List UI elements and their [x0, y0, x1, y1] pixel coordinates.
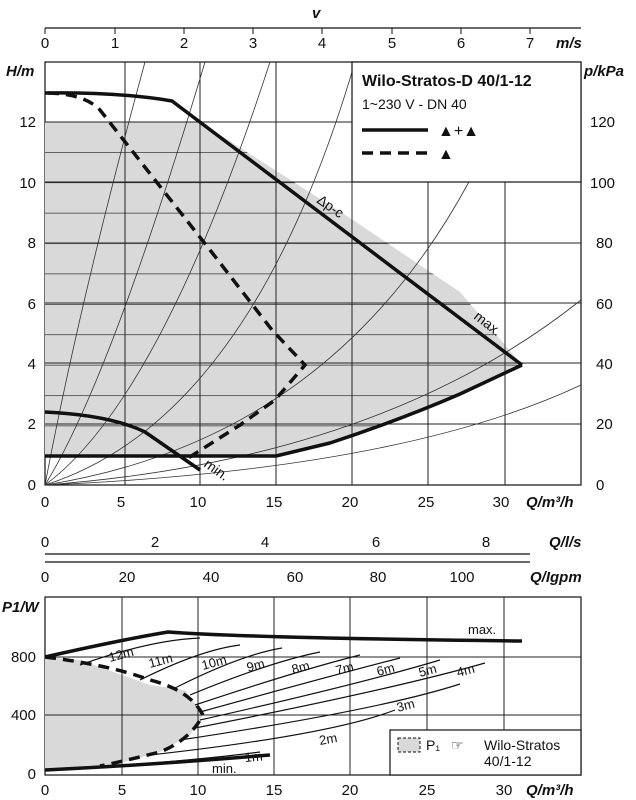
head-label-11m: 11m: [147, 650, 174, 671]
v-tick-4: 4: [318, 35, 326, 52]
velocity-axis-ticks: [44, 28, 531, 34]
v-tick-1: 1: [111, 35, 119, 52]
igpm-tick-100: 100: [449, 569, 474, 586]
max-curve-left: [44, 91, 524, 367]
q-tick-30: 30: [493, 494, 510, 511]
p-tick-40: 40: [596, 356, 613, 373]
pq-tick-20: 20: [342, 782, 359, 799]
top-grid: [45, 62, 581, 485]
pq-tick-25: 25: [419, 782, 436, 799]
operating-area-hatch: [45, 122, 522, 456]
h-tick-4: 4: [28, 356, 36, 373]
h-tick-8: 8: [28, 235, 36, 252]
p-tick-60: 60: [596, 296, 613, 313]
min-curve: [44, 410, 201, 472]
max-curve-lower: [45, 363, 523, 458]
igpm-tick-80: 80: [370, 569, 387, 586]
h-tick-10: 10: [19, 175, 36, 192]
v-axis-label: v: [312, 5, 322, 22]
legend-area-swatch: [397, 737, 421, 753]
v-tick-7: 7: [526, 35, 534, 52]
q-axis-label-bottom: Q/m³/h: [526, 782, 574, 799]
legend-p1: P₁: [426, 737, 440, 753]
ls-tick-4: 4: [261, 534, 269, 551]
h-axis-label: H/m: [6, 63, 34, 80]
igpm-tick-20: 20: [119, 569, 136, 586]
power-legend: P₁ ☞ Wilo-Stratos 40/1-12: [389, 729, 582, 776]
v-tick-0: 0: [41, 35, 49, 52]
p-tick-100: 100: [590, 175, 615, 192]
q-tick-0: 0: [41, 494, 49, 511]
p-axis-label: p/kPa: [583, 63, 624, 80]
ls-tick-0: 0: [41, 534, 49, 551]
h-tick-6: 6: [28, 296, 36, 313]
pw-tick-400: 400: [11, 707, 36, 724]
q-tick-10: 10: [190, 494, 207, 511]
product-subtitle: 1~230 V - DN 40: [362, 96, 467, 112]
pw-tick-800: 800: [11, 649, 36, 666]
igpm-tick-0: 0: [41, 569, 49, 586]
head-label-7m: 7m: [334, 659, 355, 678]
head-label-12m: 12m: [107, 644, 135, 665]
head-label-4m: 4m: [455, 661, 476, 680]
v-axis-unit: m/s: [556, 35, 582, 52]
legend-box: Wilo-Stratos-D 40/1-12 1~230 V - DN 40 ▲…: [351, 61, 582, 183]
head-label-9m: 9m: [245, 656, 266, 675]
power-single-curve: [44, 655, 205, 768]
q-tick-25: 25: [418, 494, 435, 511]
p-tick-20: 20: [596, 416, 613, 433]
pq-tick-30: 30: [496, 782, 513, 799]
pq-tick-15: 15: [266, 782, 283, 799]
p-tick-80: 80: [596, 235, 613, 252]
igpm-tick-60: 60: [287, 569, 304, 586]
power-max-label: max.: [468, 622, 496, 637]
legend-pump-name-1: Wilo-Stratos: [484, 737, 560, 753]
q-tick-5: 5: [117, 494, 125, 511]
power-area: [45, 657, 203, 770]
p-tick-120: 120: [590, 114, 615, 131]
ls-axis-label: Q/l/s: [549, 534, 582, 551]
igpm-axis-label: Q/Igpm: [530, 569, 582, 586]
v-tick-5: 5: [388, 35, 396, 52]
h-tick-12: 12: [19, 114, 36, 131]
h-tick-0: 0: [28, 477, 36, 494]
ls-tick-6: 6: [372, 534, 380, 551]
head-label-6m: 6m: [375, 660, 396, 679]
q-tick-15: 15: [266, 494, 283, 511]
q-axis-label-top: Q/m³/h: [526, 494, 574, 511]
h-tick-2: 2: [28, 416, 36, 433]
pq-tick-0: 0: [41, 782, 49, 799]
head-power-lines: [44, 631, 486, 768]
legend-label-single: ▲: [438, 146, 454, 163]
pq-tick-5: 5: [118, 782, 126, 799]
pq-tick-10: 10: [190, 782, 207, 799]
legend-label-both: ▲+▲: [438, 123, 479, 140]
product-title: Wilo-Stratos-D 40/1-12: [362, 73, 532, 90]
legend-pump-name-2: 40/1-12: [484, 753, 532, 769]
head-label-1m: 1m: [244, 748, 263, 765]
head-label-3m: 3m: [395, 696, 416, 715]
pw-tick-0: 0: [28, 766, 36, 783]
head-label-5m: 5m: [417, 661, 438, 680]
igpm-tick-40: 40: [203, 569, 220, 586]
head-label-2m: 2m: [318, 730, 338, 748]
v-tick-3: 3: [249, 35, 257, 52]
v-tick-2: 2: [180, 35, 188, 52]
p-tick-0: 0: [596, 477, 604, 494]
head-label-10m: 10m: [200, 652, 228, 673]
pointing-hand-icon: ☞: [451, 737, 464, 753]
v-tick-6: 6: [457, 35, 465, 52]
ls-tick-8: 8: [482, 534, 490, 551]
power-max-curve: [44, 630, 523, 659]
q-tick-20: 20: [342, 494, 359, 511]
power-axis-label: P1/W: [2, 599, 41, 616]
single-pump-curve: [47, 91, 308, 462]
head-label-8m: 8m: [290, 658, 311, 677]
power-min-label: min.: [212, 761, 237, 776]
power-min-curve: [44, 753, 271, 772]
ls-tick-2: 2: [151, 534, 159, 551]
